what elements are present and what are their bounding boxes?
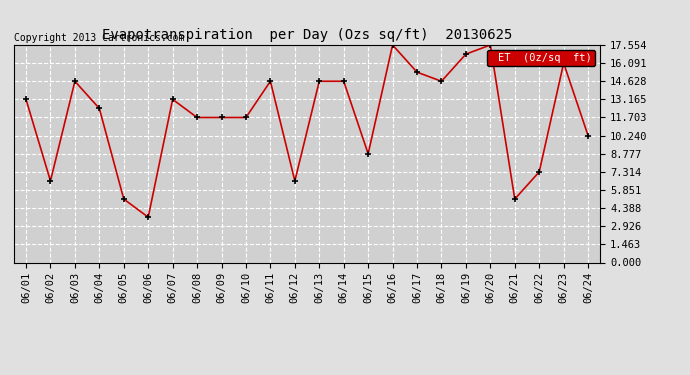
Legend: ET  (0z/sq  ft): ET (0z/sq ft) bbox=[486, 50, 595, 66]
Text: Copyright 2013 Cartronics.com: Copyright 2013 Cartronics.com bbox=[14, 33, 184, 43]
Title: Evapotranspiration  per Day (Ozs sq/ft)  20130625: Evapotranspiration per Day (Ozs sq/ft) 2… bbox=[102, 28, 512, 42]
